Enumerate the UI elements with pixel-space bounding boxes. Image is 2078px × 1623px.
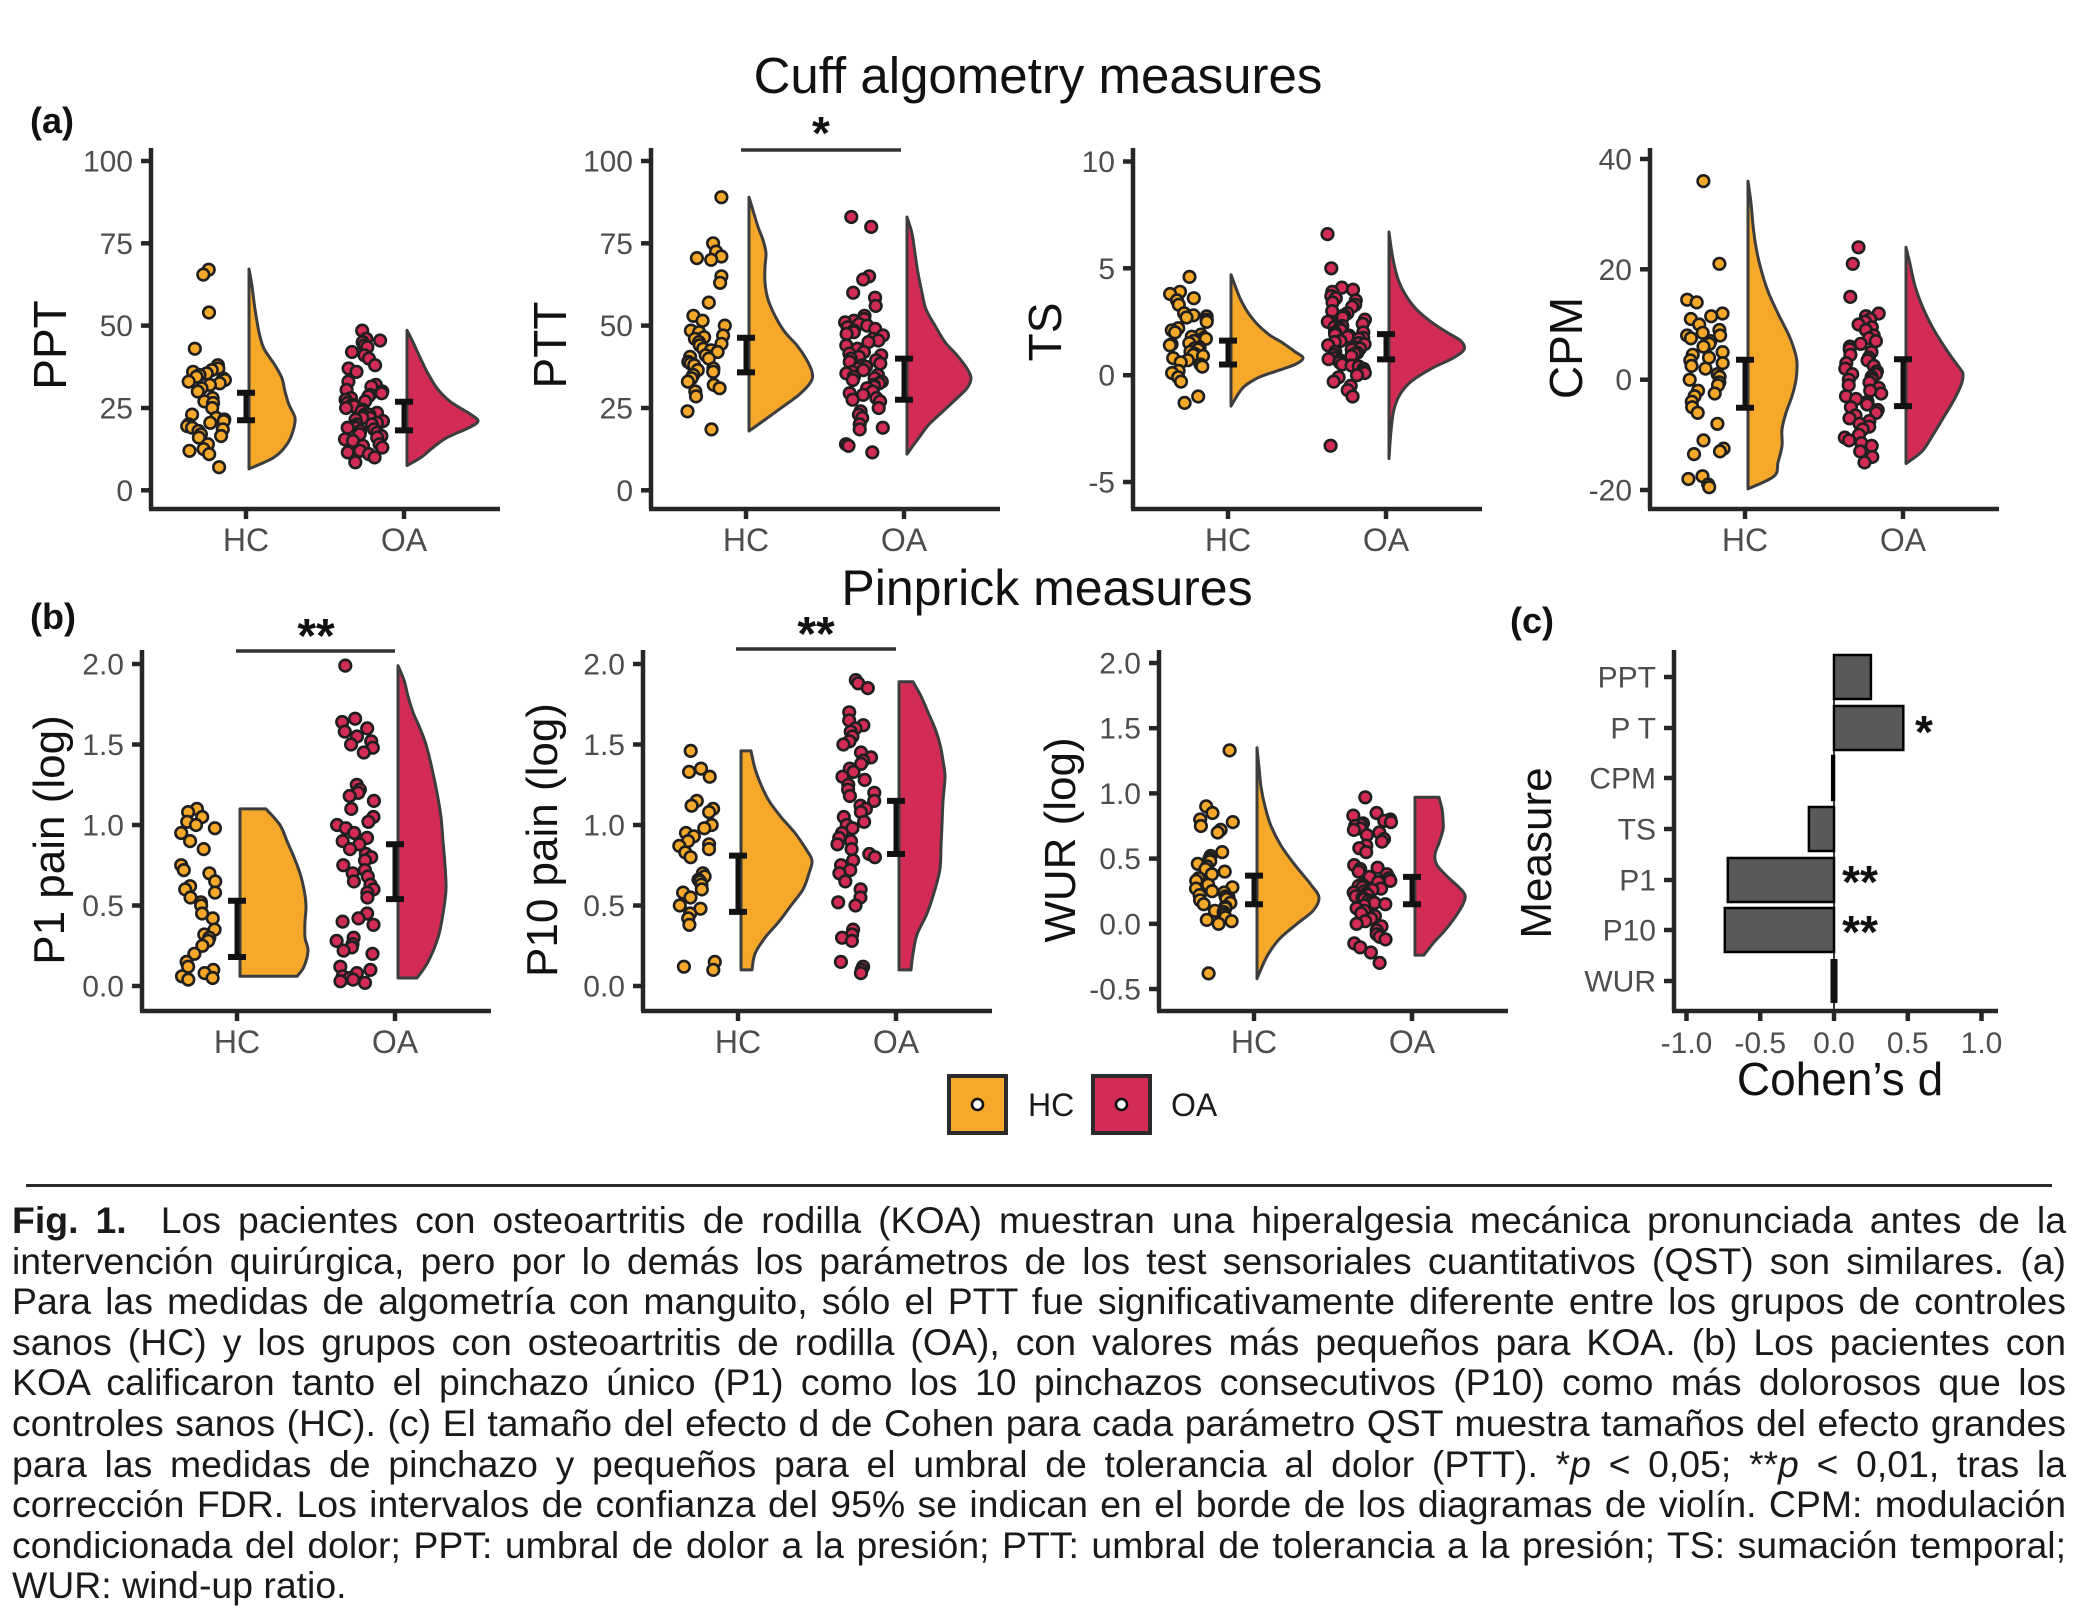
svg-text:75: 75 bbox=[600, 228, 633, 261]
svg-text:0: 0 bbox=[616, 475, 633, 508]
svg-text:0.5: 0.5 bbox=[1099, 843, 1141, 876]
svg-text:2.0: 2.0 bbox=[82, 649, 124, 682]
svg-text:Cuff algometry measures: Cuff algometry measures bbox=[754, 47, 1323, 104]
svg-text:WUR: WUR bbox=[1584, 966, 1656, 999]
svg-text:50: 50 bbox=[100, 310, 133, 343]
svg-text:P10: P10 bbox=[1603, 915, 1656, 948]
svg-text:-20: -20 bbox=[1589, 475, 1632, 508]
svg-text:PPT: PPT bbox=[1598, 662, 1656, 695]
svg-text:OA: OA bbox=[1171, 1087, 1218, 1123]
svg-text:100: 100 bbox=[583, 146, 633, 179]
svg-text:OA: OA bbox=[873, 1024, 920, 1060]
svg-text:1.0: 1.0 bbox=[82, 810, 124, 843]
svg-text:**: ** bbox=[1842, 906, 1878, 958]
svg-text:HC: HC bbox=[715, 1024, 761, 1060]
svg-text:0.5: 0.5 bbox=[82, 890, 124, 923]
svg-text:CPM: CPM bbox=[1540, 297, 1592, 399]
svg-text:0.5: 0.5 bbox=[583, 890, 625, 923]
svg-text:(b): (b) bbox=[30, 596, 76, 637]
svg-text:P T: P T bbox=[1610, 713, 1656, 746]
svg-text:1.5: 1.5 bbox=[82, 729, 124, 762]
svg-text:P10 pain (log): P10 pain (log) bbox=[518, 703, 567, 977]
svg-text:*: * bbox=[1915, 706, 1933, 758]
svg-text:20: 20 bbox=[1599, 254, 1632, 287]
svg-text:0.0: 0.0 bbox=[1099, 908, 1141, 941]
svg-text:-0.5: -0.5 bbox=[1734, 1027, 1786, 1060]
svg-text:1.5: 1.5 bbox=[583, 729, 625, 762]
svg-text:HC: HC bbox=[1722, 522, 1768, 558]
svg-text:HC: HC bbox=[1205, 522, 1251, 558]
svg-text:2.0: 2.0 bbox=[583, 649, 625, 682]
svg-text:**: ** bbox=[1842, 856, 1878, 908]
svg-text:TS: TS bbox=[1618, 814, 1656, 847]
svg-text:OA: OA bbox=[1389, 1024, 1436, 1060]
svg-text:0.0: 0.0 bbox=[1813, 1027, 1855, 1060]
svg-text:**: ** bbox=[797, 608, 835, 661]
svg-text:-1.0: -1.0 bbox=[1661, 1027, 1713, 1060]
svg-text:2.0: 2.0 bbox=[1099, 648, 1141, 681]
svg-text:1.0: 1.0 bbox=[583, 810, 625, 843]
svg-text:5: 5 bbox=[1098, 253, 1115, 286]
svg-text:0: 0 bbox=[1098, 360, 1115, 393]
svg-text:Cohen’s d: Cohen’s d bbox=[1737, 1053, 1943, 1105]
svg-text:OA: OA bbox=[1363, 522, 1410, 558]
svg-text:Measure: Measure bbox=[1512, 767, 1561, 938]
svg-text:10: 10 bbox=[1082, 146, 1115, 179]
svg-text:50: 50 bbox=[600, 310, 633, 343]
svg-text:**: ** bbox=[297, 610, 335, 663]
svg-text:P1 pain (log): P1 pain (log) bbox=[25, 715, 74, 964]
svg-text:P1: P1 bbox=[1619, 865, 1656, 898]
svg-text:*: * bbox=[812, 107, 830, 159]
svg-text:CPM: CPM bbox=[1589, 763, 1656, 796]
svg-text:PPT: PPT bbox=[24, 300, 76, 389]
svg-text:-0.5: -0.5 bbox=[1089, 974, 1141, 1007]
svg-text:0.0: 0.0 bbox=[583, 971, 625, 1004]
svg-text:25: 25 bbox=[100, 392, 133, 425]
svg-text:-5: -5 bbox=[1088, 467, 1115, 500]
svg-text:75: 75 bbox=[100, 228, 133, 261]
svg-text:OA: OA bbox=[881, 522, 928, 558]
svg-text:0.0: 0.0 bbox=[82, 971, 124, 1004]
svg-text:WUR (log): WUR (log) bbox=[1036, 737, 1085, 942]
svg-text:TS: TS bbox=[1019, 303, 1071, 362]
svg-text:1.0: 1.0 bbox=[1961, 1027, 2003, 1060]
svg-text:HC: HC bbox=[223, 522, 269, 558]
svg-text:40: 40 bbox=[1599, 144, 1632, 177]
svg-text:PTT: PTT bbox=[524, 302, 576, 389]
svg-text:0.5: 0.5 bbox=[1887, 1027, 1929, 1060]
svg-text:0: 0 bbox=[116, 475, 133, 508]
svg-text:HC: HC bbox=[723, 522, 769, 558]
svg-text:HC: HC bbox=[1231, 1024, 1277, 1060]
svg-text:(a): (a) bbox=[30, 100, 74, 141]
svg-text:0: 0 bbox=[1615, 364, 1632, 397]
svg-text:HC: HC bbox=[1028, 1087, 1074, 1123]
svg-text:100: 100 bbox=[83, 146, 133, 179]
svg-text:HC: HC bbox=[214, 1024, 260, 1060]
svg-text:1.5: 1.5 bbox=[1099, 713, 1141, 746]
svg-text:1.0: 1.0 bbox=[1099, 778, 1141, 811]
svg-text:OA: OA bbox=[1880, 522, 1927, 558]
svg-text:OA: OA bbox=[372, 1024, 419, 1060]
svg-text:Pinprick measures: Pinprick measures bbox=[841, 560, 1252, 616]
svg-text:(c): (c) bbox=[1510, 600, 1554, 641]
svg-text:25: 25 bbox=[600, 392, 633, 425]
svg-text:OA: OA bbox=[381, 522, 428, 558]
